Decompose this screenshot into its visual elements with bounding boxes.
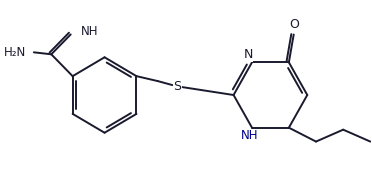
Text: NH: NH — [80, 25, 98, 38]
Text: N: N — [243, 48, 253, 61]
Text: O: O — [289, 18, 299, 31]
Text: H₂N: H₂N — [4, 46, 26, 59]
Text: S: S — [173, 79, 181, 93]
Text: NH: NH — [241, 129, 259, 142]
